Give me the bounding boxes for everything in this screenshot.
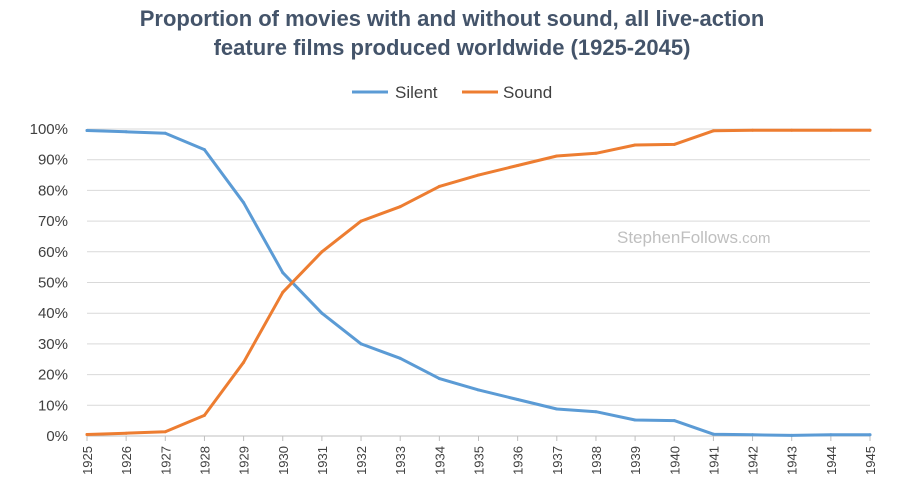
series-lines: [85, 128, 872, 437]
data-point-silent: [202, 148, 206, 152]
data-point-sound: [85, 432, 89, 436]
data-point-sound: [437, 184, 441, 188]
y-tick-label: 80%: [38, 182, 68, 199]
x-tick-label: 1943: [785, 446, 800, 475]
x-tick-label: 1927: [158, 446, 173, 475]
data-point-silent: [555, 407, 559, 411]
data-point-sound: [477, 173, 480, 177]
x-tick-label: 1936: [511, 446, 526, 475]
data-point-sound: [359, 219, 363, 223]
watermark-suffix: .com: [738, 230, 771, 247]
x-tick-label: 1928: [197, 446, 212, 475]
x-tick-label: 1939: [628, 446, 643, 475]
y-tick-label: 10%: [38, 397, 68, 414]
data-point-sound: [163, 430, 167, 434]
data-point-sound: [672, 142, 676, 146]
data-point-silent: [868, 433, 872, 437]
data-point-sound: [202, 413, 206, 417]
data-point-silent: [633, 418, 637, 422]
x-tick-label: 1933: [393, 446, 408, 475]
data-point-sound: [398, 205, 402, 209]
data-point-silent: [359, 342, 363, 346]
data-point-silent: [594, 410, 598, 414]
chart-title-line-1: Proportion of movies with and without so…: [140, 6, 765, 31]
x-tick-label: 1941: [706, 446, 721, 475]
data-point-silent: [516, 397, 520, 401]
y-tick-label: 30%: [38, 336, 68, 353]
data-point-silent: [398, 356, 402, 360]
data-point-sound: [124, 431, 128, 435]
data-point-sound: [516, 164, 520, 168]
data-point-silent: [281, 271, 285, 275]
y-tick-label: 40%: [38, 305, 68, 322]
data-point-sound: [320, 250, 324, 254]
data-point-sound: [555, 154, 559, 158]
watermark-main: StephenFollows: [617, 228, 738, 247]
data-point-silent: [437, 377, 441, 381]
data-point-sound: [711, 129, 715, 133]
x-tick-label: 1945: [863, 446, 878, 475]
legend: Silent Sound: [352, 83, 552, 102]
data-point-sound: [281, 290, 285, 294]
data-point-silent: [163, 131, 167, 135]
legend-label-silent: Silent: [395, 83, 438, 102]
data-point-silent: [790, 433, 794, 437]
data-point-silent: [711, 432, 715, 436]
data-point-silent: [320, 311, 324, 315]
y-tick-label: 90%: [38, 152, 68, 169]
x-tick-label: 1938: [589, 446, 604, 475]
data-point-silent: [124, 130, 128, 134]
data-point-silent: [751, 433, 755, 437]
data-point-silent: [477, 388, 480, 392]
data-point-silent: [672, 419, 676, 423]
data-point-sound: [594, 151, 598, 155]
y-axis-ticks: 0% 10% 20% 30% 40% 50% 60% 70% 80% 90% 100%: [30, 121, 68, 445]
x-tick-label: 1926: [119, 446, 134, 475]
data-point-sound: [633, 143, 637, 147]
x-tick-label: 1931: [315, 446, 330, 475]
x-axis-ticks: 1925 1926 1927 1928 1929 1930 1931 1932 1933 1934…: [80, 436, 878, 475]
legend-label-sound: Sound: [503, 83, 552, 102]
x-tick-label: 1940: [667, 446, 682, 475]
y-tick-label: 20%: [38, 367, 68, 384]
data-point-silent: [829, 433, 833, 437]
data-point-silent: [85, 129, 89, 133]
x-tick-label: 1944: [824, 446, 839, 475]
y-tick-label: 50%: [38, 275, 68, 292]
x-tick-label: 1937: [550, 446, 565, 475]
x-tick-label: 1929: [237, 446, 252, 475]
y-tick-label: 60%: [38, 244, 68, 261]
y-tick-label: 0%: [46, 428, 68, 445]
x-tick-label: 1934: [432, 446, 447, 475]
data-point-silent: [242, 201, 246, 205]
y-tick-label: 100%: [30, 121, 68, 138]
data-point-sound: [829, 128, 833, 132]
data-point-sound: [751, 128, 755, 132]
x-tick-label: 1935: [472, 446, 487, 475]
watermark: StephenFollows.com: [617, 228, 770, 247]
x-tick-label: 1925: [80, 446, 95, 475]
data-point-sound: [868, 128, 872, 132]
x-tick-label: 1930: [276, 446, 291, 475]
data-point-sound: [790, 128, 794, 132]
x-tick-label: 1942: [746, 446, 761, 475]
data-point-sound: [242, 360, 246, 364]
x-tick-label: 1932: [354, 446, 369, 475]
y-tick-label: 70%: [38, 213, 68, 230]
chart-title-line-2: feature films produced worldwide (1925-2…: [214, 35, 691, 60]
